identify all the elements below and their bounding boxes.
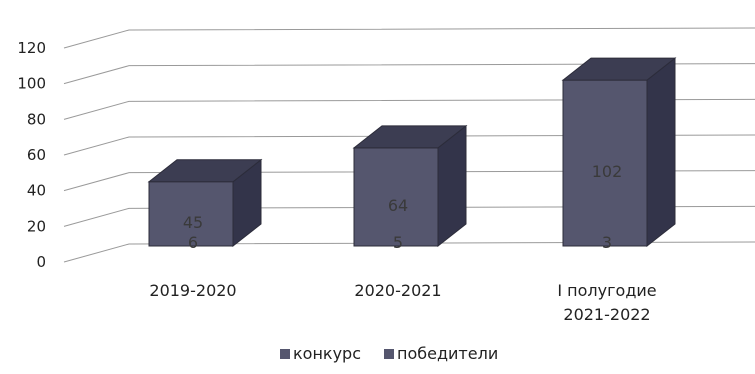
gridline bbox=[63, 134, 755, 156]
data-labels: 456 64 5 102 3 bbox=[183, 162, 622, 252]
bar bbox=[147, 158, 263, 248]
gridline bbox=[63, 63, 755, 85]
gridline bbox=[63, 170, 755, 192]
legend: конкурс победители bbox=[280, 344, 498, 363]
gridline bbox=[63, 27, 755, 49]
x-category-label: 2020-2021 bbox=[354, 281, 441, 300]
legend-label: победители bbox=[397, 344, 498, 363]
y-axis-ticks: 0 20 40 60 80 100 120 bbox=[17, 39, 46, 271]
y-tick-label: 120 bbox=[17, 39, 46, 57]
legend-swatch bbox=[280, 349, 290, 359]
gridlines bbox=[63, 27, 755, 263]
y-tick-label: 100 bbox=[17, 75, 46, 93]
bar bbox=[561, 57, 677, 248]
legend-swatch bbox=[384, 349, 394, 359]
data-label-pobediteli: 6 bbox=[188, 233, 198, 252]
x-category-label: I полугодие bbox=[557, 281, 656, 300]
gridline bbox=[63, 241, 755, 263]
x-axis-categories: 2019-2020 2020-2021 I полугодие 2021-2022 bbox=[149, 281, 656, 324]
legend-label: конкурс bbox=[293, 344, 361, 363]
y-tick-label: 60 bbox=[27, 146, 46, 164]
y-tick-label: 80 bbox=[27, 110, 46, 128]
x-category-label: 2019-2020 bbox=[149, 281, 236, 300]
data-label-pobediteli: 3 bbox=[602, 233, 612, 252]
data-label-pobediteli: 5 bbox=[393, 233, 403, 252]
y-tick-label: 40 bbox=[27, 182, 46, 200]
data-label-konkurs: 45 bbox=[183, 213, 203, 232]
y-tick-label: 20 bbox=[27, 217, 46, 235]
bars bbox=[147, 57, 677, 248]
gridline bbox=[63, 98, 755, 120]
bar bbox=[352, 124, 468, 248]
data-label-konkurs: 64 bbox=[388, 196, 408, 215]
y-tick-label: 0 bbox=[36, 253, 46, 271]
data-label-konkurs: 102 bbox=[592, 162, 623, 181]
gridline bbox=[63, 205, 755, 227]
x-category-label: 2021-2022 bbox=[563, 305, 650, 324]
